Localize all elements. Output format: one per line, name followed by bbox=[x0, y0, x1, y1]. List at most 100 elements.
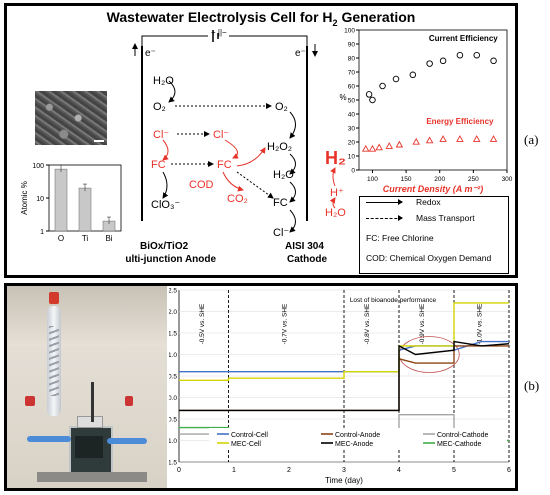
line-ytick-label: 0.0 bbox=[169, 395, 177, 402]
species-fc-right: FC bbox=[273, 197, 288, 209]
point-current-efficiency bbox=[369, 96, 376, 104]
species-fc-mid: FC bbox=[217, 159, 232, 171]
annotation-voltage: -0.7V vs. SHE bbox=[281, 303, 288, 344]
bar-category-label: Ti bbox=[82, 234, 89, 243]
line-xlabel: Time (day) bbox=[325, 476, 363, 485]
annotation-voltage: -1.0V vs. SHE bbox=[477, 303, 484, 344]
scatter-ytick-label: 40 bbox=[348, 112, 356, 119]
point-energy-efficiency bbox=[489, 135, 498, 142]
line-ytick-label: -1.0 bbox=[169, 438, 177, 445]
bar-category-label: Bi bbox=[105, 234, 112, 243]
scatter-ytick-label: 80 bbox=[348, 56, 356, 63]
line-xtick-label: 2 bbox=[287, 467, 291, 474]
bar-o bbox=[54, 168, 68, 232]
legend-label: MEC-Cell bbox=[231, 441, 261, 448]
bar-ytick-label: 1 bbox=[40, 229, 44, 236]
point-energy-efficiency bbox=[425, 136, 434, 144]
scatter-ytick-label: 90 bbox=[348, 42, 356, 49]
scatter-ytick-label: 100 bbox=[344, 28, 355, 35]
species-o2-left: O₂ bbox=[153, 101, 166, 113]
species-cl-right: Cl⁻ bbox=[273, 227, 289, 239]
annotation-voltage: -0.9V vs. SHE bbox=[419, 303, 426, 344]
scatter-xtick-label: 300 bbox=[502, 176, 513, 183]
annotation-bioanode-loss: Lost of bioanode performance bbox=[350, 297, 437, 304]
cathode-label-line1: AISI 304 bbox=[285, 241, 324, 252]
legend-label: MEC-Anode bbox=[335, 441, 373, 448]
line-ytick-label: 1.0 bbox=[169, 352, 177, 359]
species-cod: COD bbox=[189, 179, 214, 191]
mechanism-diagram: + ||− e⁻ e⁻ H₂O O₂ O₂ Cl⁻ Cl⁻ H₂O₂ FC FC… bbox=[125, 28, 346, 265]
electron-label-left: e⁻ bbox=[145, 48, 156, 59]
species-cl-mid: Cl⁻ bbox=[213, 129, 229, 141]
figure-title: Wastewater Electrolysis Cell for H2 Gene… bbox=[106, 9, 416, 28]
legend-fc: FC: Free Chlorine bbox=[366, 233, 434, 243]
point-energy-efficiency bbox=[368, 144, 377, 152]
legend-cod: COD: Chemical Oxygen Demand bbox=[366, 253, 492, 263]
line-xtick-label: 6 bbox=[507, 467, 511, 474]
point-current-efficiency bbox=[490, 57, 497, 65]
series-mec-anode bbox=[179, 340, 510, 412]
annotation-current-efficiency: Current Efficiency bbox=[429, 34, 498, 43]
line-ytick-label: 1.5 bbox=[169, 331, 177, 338]
scatter-ytick-label: 0 bbox=[351, 168, 355, 175]
legend-redox: Redox bbox=[416, 197, 441, 207]
cathode-label-line2: Cathode bbox=[287, 254, 327, 265]
potential-time-chart: -1.5 -1.0 -0.5 0.0 0.5 1.0 1.5 2.0 2.5 0 1 2 3 4 5 6 Tim… bbox=[169, 288, 511, 486]
point-current-efficiency bbox=[379, 82, 386, 90]
scatter-xlabel: Current Density (A m⁻²) bbox=[383, 184, 483, 194]
point-energy-efficiency bbox=[385, 142, 394, 149]
bar-category-label: O bbox=[58, 234, 64, 243]
scatter-xtick-label: 100 bbox=[367, 176, 378, 183]
point-current-efficiency bbox=[439, 57, 447, 65]
annotation-voltage: -0.5V vs. SHE bbox=[199, 303, 206, 344]
panel-a-letter: (a) bbox=[524, 132, 539, 147]
bar-ytick-label: 100 bbox=[32, 163, 44, 170]
panel-a: Wastewater Electrolysis Cell for H2 Gene… bbox=[4, 3, 518, 278]
line-ytick-label: 2.5 bbox=[169, 288, 177, 295]
sem-micrograph-image bbox=[35, 91, 107, 145]
scatter-plot-frame bbox=[358, 29, 508, 171]
legend-label: MEC-Cathode bbox=[437, 441, 481, 448]
species-h2o-red: H₂O bbox=[325, 207, 346, 219]
reactor-photo bbox=[7, 286, 167, 488]
power-symbol: + ||− bbox=[211, 28, 227, 37]
species-clo3: ClO₃⁻ bbox=[151, 199, 180, 211]
efficiency-scatter-chart: 0 10 20 30 40 50 60 70 80 90 100 100 150 200 250 300% Cu… bbox=[339, 28, 513, 195]
point-energy-efficiency bbox=[412, 137, 420, 145]
scatter-xtick-label: 150 bbox=[401, 176, 412, 183]
annotation-voltage: -0.8V vs. SHE bbox=[364, 303, 371, 344]
line-ytick-label: -0.5 bbox=[169, 417, 177, 424]
bar-ylabel: Atomic % bbox=[20, 181, 29, 215]
scatter-ytick-label: 20 bbox=[348, 140, 356, 147]
legend-label: Control-Cell bbox=[231, 432, 268, 439]
series-mec-cell bbox=[179, 302, 509, 382]
species-h2o-right: H₂O bbox=[273, 169, 294, 181]
point-current-efficiency bbox=[365, 91, 373, 98]
bar-ytick-label: 10 bbox=[36, 196, 44, 203]
species-h2o-left: H₂O bbox=[153, 75, 174, 87]
point-current-efficiency bbox=[392, 75, 400, 83]
point-current-efficiency bbox=[473, 51, 480, 59]
species-h2: H₂ bbox=[325, 148, 346, 168]
species-cl-left: Cl⁻ bbox=[153, 129, 169, 141]
legend-mass-transport: Mass Transport bbox=[416, 213, 475, 223]
scatter-ylabel: % bbox=[339, 93, 346, 102]
point-energy-efficiency bbox=[395, 140, 404, 148]
line-xtick-label: 3 bbox=[342, 467, 346, 474]
species-h2o2-right: H₂O₂ bbox=[267, 141, 292, 153]
line-xtick-label: 0 bbox=[177, 467, 181, 474]
line-ytick-label: -1.5 bbox=[169, 460, 177, 467]
point-current-efficiency bbox=[409, 71, 417, 79]
species-fc-left: FC bbox=[151, 159, 166, 171]
line-xtick-label: 5 bbox=[452, 467, 456, 474]
line-ytick-label: 2.0 bbox=[169, 309, 177, 316]
point-current-efficiency bbox=[426, 60, 433, 67]
scatter-ytick-label: 30 bbox=[348, 126, 356, 133]
point-current-efficiency bbox=[456, 51, 464, 59]
point-energy-efficiency bbox=[456, 135, 464, 142]
point-energy-efficiency bbox=[439, 135, 447, 142]
scatter-xtick-label: 200 bbox=[434, 176, 445, 183]
point-energy-efficiency bbox=[472, 135, 481, 142]
scatter-ytick-label: 70 bbox=[348, 70, 356, 77]
species-co2: CO₂ bbox=[227, 193, 248, 205]
